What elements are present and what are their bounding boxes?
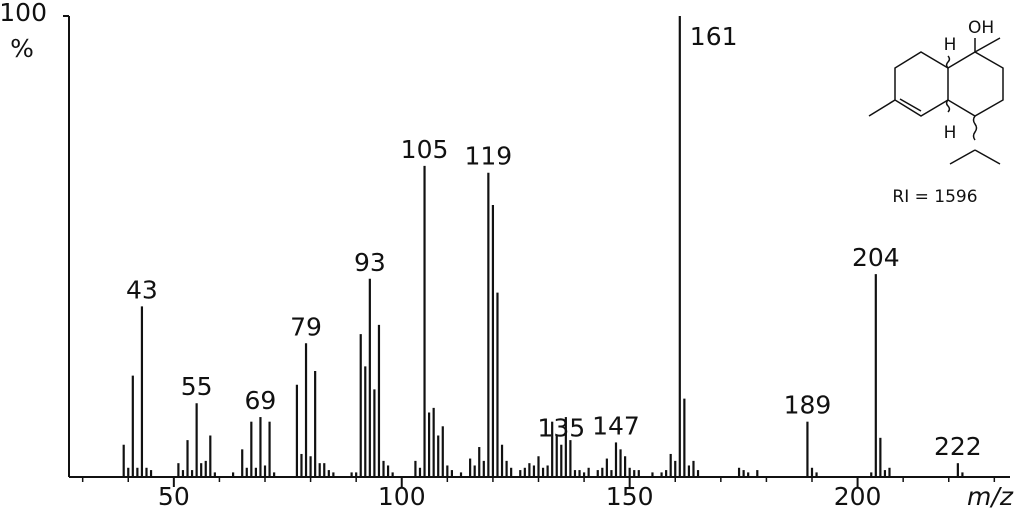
x-tick-label: 150 [606,482,654,511]
peak-label: 147 [592,411,640,440]
peak-label: 135 [537,414,585,443]
y-axis-label: % [10,34,34,63]
atom-label: H [944,35,957,55]
atom-label: OH [968,18,994,38]
peak-label: 189 [784,391,832,420]
peak-label: 43 [126,275,158,304]
structure: OH H H RI = 1596 [868,18,1004,207]
atom-label: H [944,123,957,143]
bond [974,149,1001,165]
caption: RI = 1596 [892,187,977,207]
peak-label: 204 [852,243,900,272]
wavy-bond [945,55,951,69]
x-tick-label: 100 [378,482,426,511]
bond [868,99,896,117]
x-tick-label: 200 [834,482,882,511]
ring [894,51,949,117]
peak-label: 79 [290,312,322,341]
bond [949,149,976,165]
peak-label: 93 [354,248,386,277]
wavy-bond [972,115,978,141]
y-tick-label: 100 [0,0,47,27]
x-tick-label: 50 [158,482,190,511]
peak-label: 119 [464,142,512,171]
x-axis-label: m/z [967,482,1014,511]
double-bond [899,98,922,112]
peak-label: 55 [181,372,213,401]
peak-label: 161 [690,22,738,51]
ring [947,51,1004,117]
peak-label: 222 [934,432,982,461]
peak-label: 69 [245,386,277,415]
wavy-bond [945,99,951,113]
peak-label: 105 [401,135,449,164]
bond [974,37,1001,53]
